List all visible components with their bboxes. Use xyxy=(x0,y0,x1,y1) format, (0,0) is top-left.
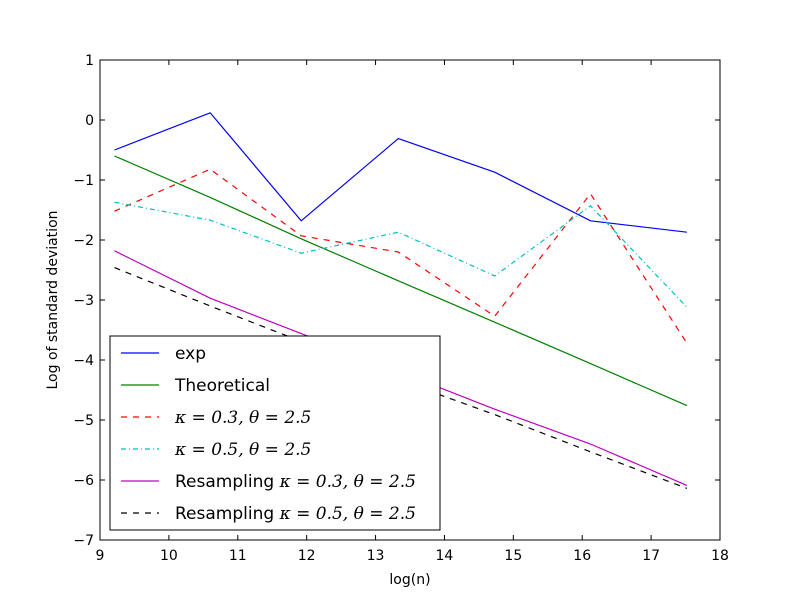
y-tick-label: −4 xyxy=(73,353,94,369)
y-tick-label: −1 xyxy=(73,173,94,189)
x-tick-label: 15 xyxy=(504,548,522,564)
y-tick-label: −7 xyxy=(73,533,94,549)
y-tick-label: −3 xyxy=(73,293,94,309)
legend-label: κ = 0.5, θ = 2.5 xyxy=(174,440,311,460)
x-tick-label: 13 xyxy=(367,548,385,564)
y-axis-label: Log of standard deviation xyxy=(45,210,61,389)
x-axis-label: log(n) xyxy=(389,572,430,588)
plot-frame xyxy=(99,59,721,541)
legend-label-math: κ = 0.3, θ = 2.5 xyxy=(174,408,311,428)
y-tick-label: −6 xyxy=(73,473,94,489)
legend: exp Theoretical κ = 0.3, θ = 2.5 κ = 0.5, θ… xyxy=(109,335,441,531)
legend-label-text: Theoretical xyxy=(174,376,270,396)
y-tick-label: 0 xyxy=(85,113,94,129)
series-line-1 xyxy=(114,155,688,407)
legend-label-math: κ = 0.5, θ = 2.5 xyxy=(174,440,311,460)
y-tick-label: −2 xyxy=(73,233,94,249)
x-tick-label: 17 xyxy=(642,548,660,564)
series-line-3 xyxy=(114,201,688,308)
x-tick-label: 11 xyxy=(229,548,247,564)
y-tick-label: 1 xyxy=(85,53,94,69)
series-line-0 xyxy=(114,112,687,233)
legend-label-math: κ = 0.5, θ = 2.5 xyxy=(279,504,416,524)
legend-label: exp xyxy=(175,344,206,364)
x-tick-label: 18 xyxy=(711,548,729,564)
legend-label: Theoretical xyxy=(174,376,270,396)
legend-box xyxy=(109,335,441,531)
x-tick-label: 12 xyxy=(298,548,316,564)
y-tick-label: −5 xyxy=(73,413,94,429)
legend-label: κ = 0.3, θ = 2.5 xyxy=(174,408,311,428)
x-tick-label: 10 xyxy=(160,548,178,564)
x-tick-label: 9 xyxy=(96,548,105,564)
x-tick-label: 14 xyxy=(436,548,454,564)
series-line-2 xyxy=(114,168,688,344)
x-tick-label: 16 xyxy=(573,548,591,564)
legend-label-text: Resampling xyxy=(175,472,280,492)
legend-label: Resampling κ = 0.3, θ = 2.5 xyxy=(175,472,416,492)
legend-label-text: exp xyxy=(175,344,206,364)
legend-label-math: κ = 0.3, θ = 2.5 xyxy=(279,472,416,492)
legend-label-text: Resampling xyxy=(175,504,280,524)
legend-label: Resampling κ = 0.5, θ = 2.5 xyxy=(175,504,416,524)
